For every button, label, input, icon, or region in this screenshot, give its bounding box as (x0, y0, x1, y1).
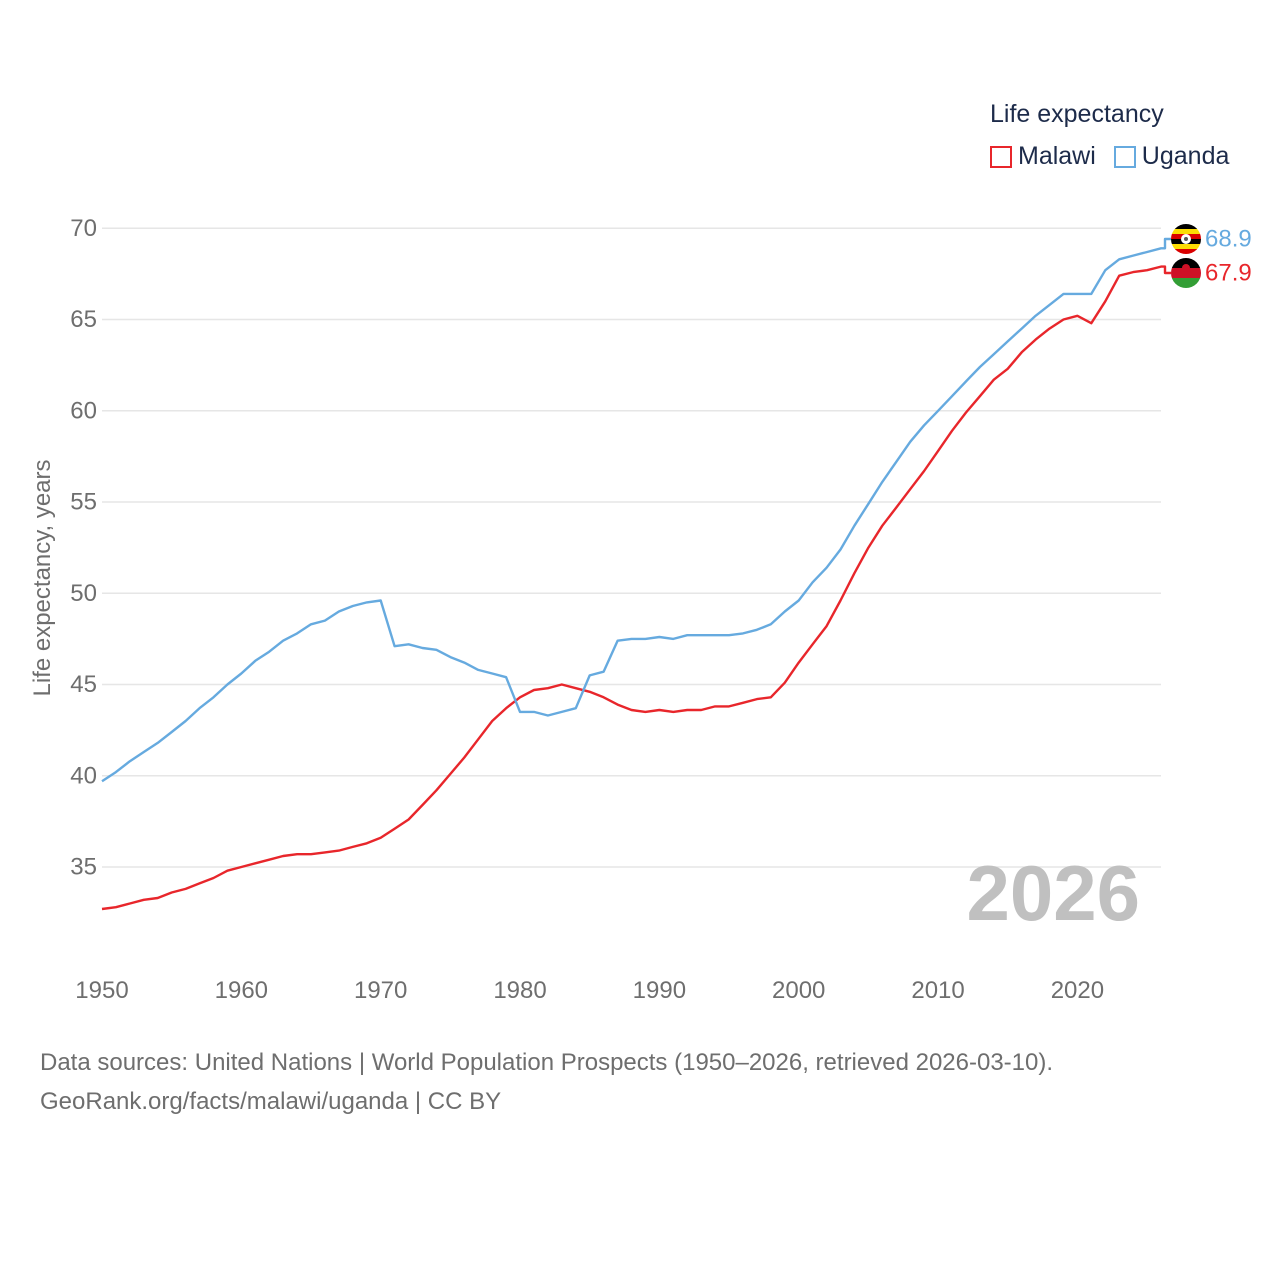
malawi-swatch-icon (990, 145, 1012, 168)
x-tick-label: 1960 (215, 977, 268, 1004)
y-axis-ticks: 35 40 45 50 55 60 65 70 (70, 215, 97, 881)
x-tick-label: 1970 (354, 977, 407, 1004)
y-tick-label: 40 (70, 762, 97, 789)
y-tick-label: 65 (70, 306, 97, 333)
y-tick-label: 60 (70, 397, 97, 424)
x-tick-label: 1990 (633, 977, 686, 1004)
x-tick-label: 2000 (772, 977, 825, 1004)
y-tick-label: 35 (70, 854, 97, 881)
series-line-malawi (101, 265, 1171, 911)
attribution-text: GeoRank.org/facts/malawi/uganda | CC BY (40, 1088, 502, 1115)
x-tick-label: 1980 (493, 977, 546, 1004)
series-lines (101, 237, 1171, 911)
malawi-flag-icon (1171, 258, 1201, 288)
x-tick-label: 2020 (1051, 977, 1104, 1004)
x-tick-label: 2010 (911, 977, 964, 1004)
legend-title: Life expectancy (990, 100, 1164, 128)
legend-label-malawi: Malawi (1018, 142, 1096, 170)
legend: Malawi Uganda (990, 142, 1229, 171)
y-axis-label: Life expectancy, years (29, 459, 56, 696)
footer: Data sources: United Nations | World Pop… (40, 1043, 1053, 1121)
x-axis-ticks: 1950 1960 1970 1980 1990 2000 2010 2020 (75, 977, 1104, 1004)
y-tick-label: 45 (70, 671, 97, 698)
year-label: 2026 (966, 849, 1140, 937)
x-tick-label: 1950 (75, 977, 128, 1004)
y-tick-label: 70 (70, 215, 97, 242)
legend-label-uganda: Uganda (1141, 142, 1230, 170)
y-tick-label: 55 (70, 489, 97, 516)
y-tick-label: 50 (70, 580, 97, 607)
uganda-swatch-icon (1113, 145, 1136, 168)
uganda-end-value: 68.9 (1205, 226, 1252, 253)
legend-item-uganda[interactable]: Uganda (1113, 142, 1230, 171)
grid-lines (102, 227, 1161, 868)
malawi-end-value: 67.9 (1205, 260, 1252, 287)
legend-item-malawi[interactable]: Malawi (990, 142, 1096, 171)
uganda-flag-icon (1171, 224, 1201, 254)
series-line-uganda (101, 237, 1171, 783)
data-source-text: Data sources: United Nations | World Pop… (40, 1049, 1054, 1076)
